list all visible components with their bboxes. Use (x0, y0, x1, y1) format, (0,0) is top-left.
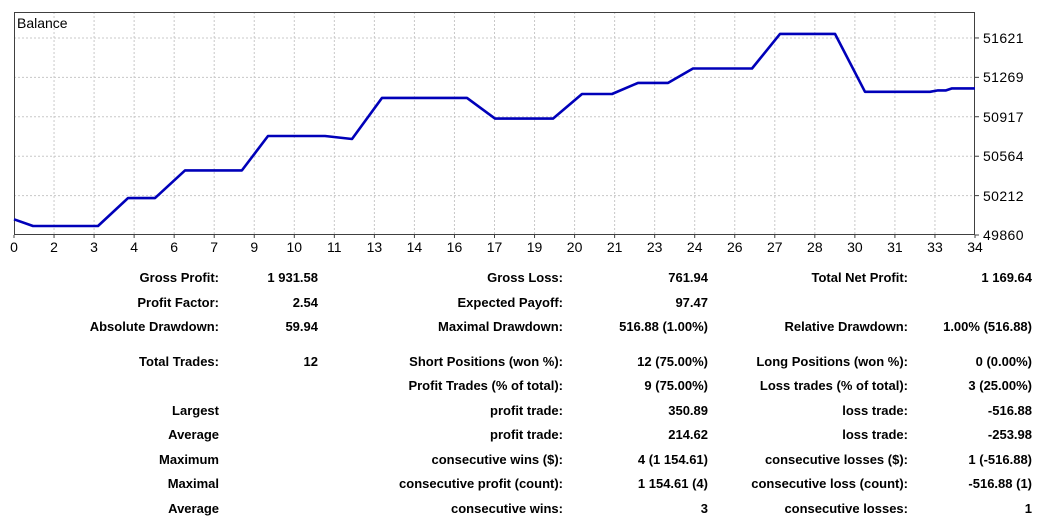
report-value: 59.94 (285, 319, 318, 334)
report-row: Maximum consecutive wins ($): 4 (1 154.61)… (0, 448, 1047, 473)
report-label: Average (168, 500, 219, 516)
report-row: Average consecutive wins: 3 consecutive los… (0, 497, 1047, 522)
report-value: 1 154.61 (4) (637, 476, 708, 491)
report-row: Profit Factor: 2.54 Expected Payoff: 97.47 (0, 291, 1047, 316)
y-axis-label: 50917 (983, 108, 1024, 125)
report-value: -516.88 (1) (968, 476, 1032, 491)
x-axis-label: 23 (646, 239, 663, 255)
chart-title: Balance (17, 15, 68, 31)
report-label: consecutive loss (count): (751, 476, 908, 491)
report-label: Loss trades (% of total): (759, 378, 908, 393)
x-axis-label: 4 (130, 239, 139, 255)
x-axis-label: 6 (170, 239, 179, 255)
report-value: 97.47 (675, 294, 708, 310)
report-value: -253.98 (987, 427, 1032, 442)
balance-plot (13, 12, 979, 238)
x-axis-label: 14 (406, 239, 423, 255)
report-value: 516.88 (1.00%) (619, 319, 708, 334)
x-axis-label: 34 (967, 239, 983, 255)
report-label: Short Positions (won %): (409, 353, 563, 369)
report-value: 12 (303, 353, 318, 369)
x-axis-label: 19 (526, 239, 543, 255)
x-axis-label: 27 (766, 239, 783, 255)
report-label: consecutive losses: (784, 500, 908, 516)
report-value: 214.62 (668, 427, 708, 442)
report-label: consecutive wins: (451, 500, 563, 516)
x-axis-label: 9 (250, 239, 259, 255)
report-value: 3 (25.00%) (968, 378, 1032, 393)
report-label: Expected Payoff: (457, 294, 563, 310)
report-label: profit trade: (490, 427, 563, 442)
x-axis-label: 3 (90, 239, 98, 255)
report-row: Total Trades: 12 Short Positions (won %): 1… (0, 350, 1047, 375)
x-axis-label: 30 (847, 239, 863, 255)
x-axis-label: 20 (566, 239, 583, 255)
report-label: Maximal (167, 476, 219, 491)
balance-line (13, 32, 975, 228)
report-value: 9 (75.00%) (644, 378, 708, 393)
report-label: Relative Drawdown: (784, 319, 908, 334)
report-row: Largest profit trade: 350.89 loss trade: -51… (0, 399, 1047, 424)
report-row: Profit Trades (% of total): 9 (75.00%) Los… (0, 374, 1047, 399)
report-label: Long Positions (won %): (756, 353, 908, 369)
report-row: Gross Profit: 1 931.58 Gross Loss: 761.94 To… (0, 266, 1047, 291)
report-value: 1 (-516.88) (968, 451, 1032, 467)
balance-chart: Balance 49860 50212 50564 50917 51269 51621 0… (0, 0, 1047, 258)
x-axis-label: 28 (807, 239, 823, 255)
x-axis-label: 33 (927, 239, 943, 255)
report-label: Gross Loss: (487, 270, 563, 285)
y-axis-label: 50564 (983, 148, 1024, 165)
report-label: Total Trades: (139, 353, 219, 369)
y-axis-label: 51621 (983, 29, 1024, 46)
report-row: Average profit trade: 214.62 loss trade: -25… (0, 423, 1047, 448)
report-value: 1 931.58 (267, 270, 318, 285)
x-axis-label: 11 (327, 239, 342, 255)
report-label: Profit Trades (% of total): (408, 378, 563, 393)
report-value: 350.89 (668, 402, 708, 418)
report-table: Gross Profit: 1 931.58 Gross Loss: 761.94 To… (0, 266, 1047, 521)
x-axis-label: 7 (210, 239, 219, 255)
report-value: 1.00% (516.88) (943, 319, 1032, 334)
report-label: Maximal Drawdown: (438, 319, 563, 334)
report-label: Absolute Drawdown: (89, 319, 219, 334)
x-axis-label: 13 (366, 239, 383, 255)
report-label: Average (168, 427, 219, 442)
report-value: 761.94 (668, 270, 708, 285)
report-label: Largest (172, 402, 219, 418)
y-axis-label: 51269 (983, 69, 1024, 86)
report-label: consecutive profit (count): (399, 476, 563, 491)
report-value: 1 169.64 (981, 270, 1032, 285)
plot-border (14, 12, 975, 235)
report-row: Absolute Drawdown: 59.94 Maximal Drawdown:… (0, 315, 1047, 340)
report-value: 3 (700, 500, 708, 516)
report-value: 0 (0.00%) (975, 353, 1032, 369)
report-value: -516.88 (987, 402, 1032, 418)
report-label: Maximum (159, 451, 219, 467)
x-axis-label: 31 (887, 239, 903, 255)
x-axis-label: 10 (286, 239, 303, 255)
y-axis-label: 49860 (983, 227, 1024, 243)
x-axis-label: 0 (10, 239, 18, 255)
x-axis-label: 16 (446, 239, 463, 255)
report-label: Gross Profit: (139, 270, 219, 285)
report-label: Profit Factor: (137, 294, 219, 310)
report-label: Total Net Profit: (811, 270, 908, 285)
report-value: 1 (1024, 500, 1032, 516)
report-value: 2.54 (292, 294, 318, 310)
report-label: profit trade: (490, 402, 563, 418)
x-axis-label: 26 (726, 239, 743, 255)
x-axis-label: 21 (606, 239, 623, 255)
report-value: 12 (75.00%) (637, 353, 708, 369)
report-label: consecutive wins ($): (431, 451, 563, 467)
y-axis-label: 50212 (983, 187, 1024, 204)
report-value: 4 (1 154.61) (637, 451, 708, 467)
report-label: loss trade: (842, 402, 908, 418)
report-label: consecutive losses ($): (764, 451, 908, 467)
x-axis-label: 2 (50, 239, 58, 255)
report-row: Maximal consecutive profit (count): 1 154.… (0, 472, 1047, 497)
report-label: loss trade: (842, 427, 908, 442)
x-axis-label: 24 (686, 239, 703, 255)
x-axis-label: 17 (486, 239, 503, 255)
